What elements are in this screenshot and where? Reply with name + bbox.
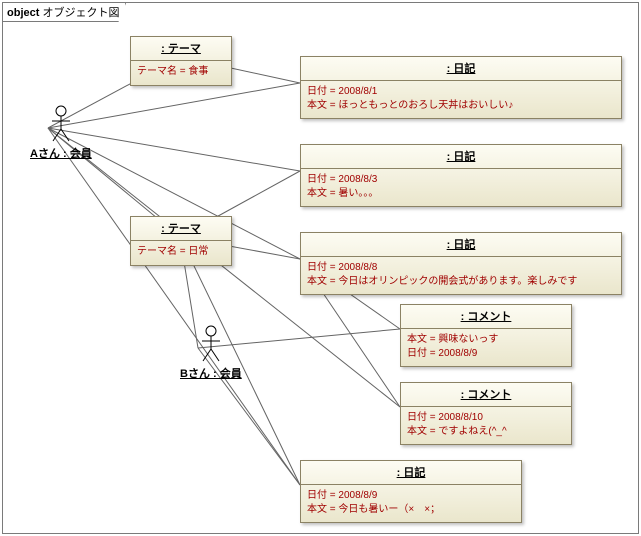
frame-title-tab: object オブジェクト図	[2, 2, 126, 22]
object-diary2: : 日記日付 = 2008/8/3 本文 = 暑い。。。	[300, 144, 622, 207]
object-title: : 日記	[301, 461, 521, 485]
object-attributes: 日付 = 2008/8/9 本文 = 今日も暑いー（× ×；	[301, 485, 521, 522]
actor-icon	[200, 325, 222, 363]
object-comment1: : コメント本文 = 興味ないっす 日付 = 2008/8/9	[400, 304, 572, 367]
object-title: : テーマ	[131, 37, 231, 61]
object-title: : 日記	[301, 57, 621, 81]
actor-label: Aさん : 会員	[30, 145, 92, 161]
object-attributes: テーマ名 = 日常	[131, 241, 231, 265]
frame-keyword: object	[7, 7, 39, 19]
frame-title: オブジェクト図	[42, 7, 119, 19]
actor-icon	[50, 105, 72, 143]
object-attributes: 日付 = 2008/8/10 本文 = ですよねえ(^_^	[401, 407, 571, 444]
actor-label: Bさん : 会員	[180, 365, 242, 381]
object-comment2: : コメント日付 = 2008/8/10 本文 = ですよねえ(^_^	[400, 382, 572, 445]
object-attributes: 日付 = 2008/8/8 本文 = 今日はオリンピックの開会式があります。楽し…	[301, 257, 621, 294]
object-title: : コメント	[401, 383, 571, 407]
object-diary3: : 日記日付 = 2008/8/8 本文 = 今日はオリンピックの開会式がありま…	[300, 232, 622, 295]
object-title: : コメント	[401, 305, 571, 329]
object-title: : テーマ	[131, 217, 231, 241]
object-diary4: : 日記日付 = 2008/8/9 本文 = 今日も暑いー（× ×；	[300, 460, 522, 523]
object-diary1: : 日記日付 = 2008/8/1 本文 = ほっともっとのおろし天丼はおいしい…	[300, 56, 622, 119]
object-title: : 日記	[301, 145, 621, 169]
object-theme2: : テーマテーマ名 = 日常	[130, 216, 232, 266]
object-theme1: : テーマテーマ名 = 食事	[130, 36, 232, 86]
actor-actorB: Bさん : 会員	[180, 325, 242, 381]
actor-actorA: Aさん : 会員	[30, 105, 92, 161]
object-title: : 日記	[301, 233, 621, 257]
object-attributes: テーマ名 = 食事	[131, 61, 231, 85]
object-attributes: 日付 = 2008/8/1 本文 = ほっともっとのおろし天丼はおいしい♪	[301, 81, 621, 118]
object-attributes: 日付 = 2008/8/3 本文 = 暑い。。。	[301, 169, 621, 206]
object-attributes: 本文 = 興味ないっす 日付 = 2008/8/9	[401, 329, 571, 366]
